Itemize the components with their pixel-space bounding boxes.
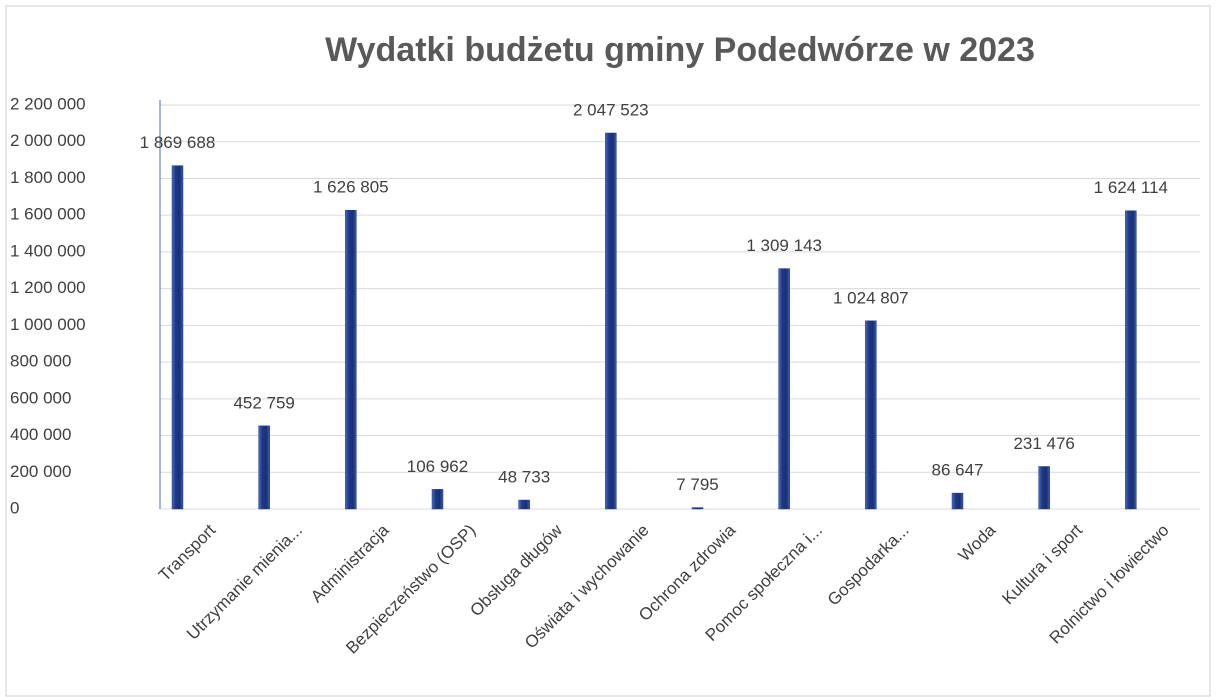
- y-tick-label: 0: [10, 498, 19, 517]
- y-tick-label: 2 000 000: [10, 131, 86, 150]
- y-tick-label: 1 800 000: [10, 168, 86, 187]
- y-tick-label: 400 000: [10, 425, 71, 444]
- data-label: 1 869 688: [140, 133, 216, 152]
- bar: [1125, 210, 1137, 510]
- bar: [345, 210, 357, 510]
- data-label: 231 476: [1013, 434, 1074, 453]
- x-tick-label: Obsługa długów: [466, 520, 566, 620]
- bar: [865, 320, 877, 510]
- y-tick-label: 2 200 000: [10, 94, 86, 113]
- x-tick-label: Gospodarka...: [824, 521, 913, 610]
- data-label: 1 024 807: [833, 288, 909, 307]
- bar: [1038, 466, 1050, 510]
- bar: [518, 499, 530, 510]
- x-tick-label: Transport: [155, 520, 220, 585]
- chart-title: Wydatki budżetu gminy Podedwórze w 2023: [325, 31, 1035, 69]
- data-label: 1 626 805: [313, 178, 389, 197]
- bar: [778, 268, 790, 510]
- data-label: 2 047 523: [573, 100, 649, 119]
- bar: [431, 489, 444, 510]
- data-label: 106 962: [407, 457, 468, 476]
- y-tick-label: 1 600 000: [10, 205, 86, 224]
- bar: [605, 132, 617, 510]
- x-tick-label: Kultura i sport: [998, 520, 1086, 608]
- data-label: 7 795: [676, 475, 719, 494]
- y-tick-label: 1 400 000: [10, 241, 86, 260]
- y-tick-label: 800 000: [10, 352, 71, 371]
- y-tick-label: 1 000 000: [10, 315, 86, 334]
- bar: [951, 492, 964, 510]
- data-label: 1 309 143: [746, 236, 822, 255]
- data-label: 86 647: [932, 461, 984, 480]
- y-tick-label: 200 000: [10, 462, 71, 481]
- y-tick-label: 1 200 000: [10, 278, 86, 297]
- data-label: 48 733: [498, 468, 550, 487]
- bar: [171, 165, 184, 510]
- x-tick-label: Administracja: [307, 520, 393, 606]
- x-tick-label: Woda: [955, 520, 1000, 565]
- chart-frame: [5, 5, 1211, 697]
- data-label: 1 624 114: [1094, 178, 1168, 197]
- y-tick-label: 600 000: [10, 388, 71, 407]
- data-label: 452 759: [233, 393, 294, 412]
- bar: [691, 507, 704, 510]
- bar: [258, 425, 270, 510]
